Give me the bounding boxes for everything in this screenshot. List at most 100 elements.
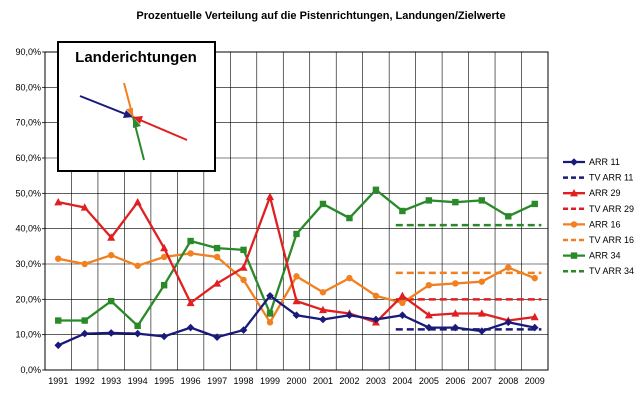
- data-point: [107, 329, 115, 337]
- x-tick-label: 2002: [339, 376, 359, 386]
- y-tick-label: 50,0%: [15, 188, 41, 198]
- data-point: [398, 311, 407, 320]
- x-tick-label: 2001: [313, 376, 333, 386]
- data-point: [134, 262, 141, 269]
- data-point: [240, 276, 247, 284]
- data-point: [266, 292, 274, 300]
- data-point: [531, 274, 538, 282]
- inset-box: Landerichtungen: [57, 41, 216, 172]
- x-tick-label: 1997: [207, 376, 227, 386]
- data-point: [346, 274, 353, 282]
- data-point: [266, 310, 274, 317]
- legend: ARR 11 TV ARR 11 ARR 29 TV ARR 29 ARR 16 TV A…: [563, 157, 634, 276]
- data-point: [570, 221, 578, 228]
- legend-label: TV ARR 34: [589, 266, 634, 276]
- x-tick-label: 2006: [445, 376, 465, 386]
- legend-label: TV ARR 29: [589, 204, 634, 214]
- data-point: [372, 315, 380, 324]
- data-point: [133, 197, 142, 206]
- data-point: [530, 312, 539, 321]
- data-point: [54, 197, 63, 206]
- data-point: [266, 319, 274, 326]
- data-point: [80, 203, 89, 211]
- data-point: [425, 197, 433, 204]
- data-point: [187, 250, 194, 257]
- legend-label: TV ARR 16: [589, 235, 634, 245]
- data-point: [318, 305, 327, 314]
- x-tick-label: 2008: [498, 376, 518, 386]
- legend-label: ARR 34: [589, 251, 621, 261]
- data-point: [160, 243, 169, 252]
- x-tick-label: 2004: [392, 376, 412, 386]
- x-tick-label: 2000: [286, 376, 306, 386]
- data-point: [425, 282, 433, 289]
- data-point: [107, 297, 115, 305]
- data-point: [213, 279, 222, 287]
- y-tick-label: 80,0%: [15, 82, 41, 92]
- data-point: [107, 251, 115, 259]
- data-point: [570, 189, 578, 197]
- data-point: [319, 200, 327, 208]
- data-point: [452, 198, 459, 206]
- data-point: [531, 200, 538, 208]
- data-point: [239, 326, 248, 334]
- data-point: [424, 311, 433, 319]
- data-point: [293, 273, 300, 280]
- legend-label: ARR 29: [589, 188, 621, 198]
- data-point: [266, 192, 275, 201]
- legend-label: TV ARR 11: [589, 173, 633, 183]
- data-point: [505, 264, 512, 271]
- data-point: [55, 317, 62, 324]
- y-tick-label: 70,0%: [15, 118, 41, 128]
- series-lines: [54, 186, 539, 350]
- data-point: [319, 289, 327, 296]
- inset-title: Landerichtungen: [75, 49, 197, 66]
- data-point: [372, 186, 380, 193]
- x-tick-label: 1994: [128, 376, 148, 386]
- data-point: [292, 311, 301, 320]
- data-point: [505, 213, 512, 220]
- landing-direction-arrows-icon: [79, 82, 188, 161]
- data-point: [213, 244, 221, 252]
- data-point: [346, 214, 353, 222]
- y-axis-ticks: 0,0% 10,0% 20,0% 30,0% 40,0% 50,0% 60,0% 70,0% 8…: [15, 47, 45, 375]
- y-tick-label: 0,0%: [20, 365, 41, 375]
- data-point: [570, 158, 578, 166]
- data-point: [398, 291, 407, 299]
- y-tick-label: 10,0%: [15, 330, 41, 340]
- data-point: [240, 246, 247, 254]
- data-point: [504, 318, 513, 327]
- data-point: [186, 298, 195, 307]
- data-point: [80, 329, 89, 338]
- data-point: [213, 333, 221, 341]
- data-point: [451, 309, 460, 317]
- x-tick-label: 2005: [419, 376, 439, 386]
- x-axis-ticks: 1991 1992 1993 1994 1995 1996 1997 1998 1999 2000…: [48, 376, 545, 386]
- legend-label: ARR 16: [589, 219, 621, 229]
- data-point: [399, 299, 406, 307]
- data-point: [345, 311, 354, 320]
- data-point: [239, 263, 248, 271]
- data-point: [530, 323, 539, 332]
- y-tick-label: 90,0%: [15, 47, 41, 57]
- data-point: [134, 322, 141, 330]
- data-point: [478, 327, 486, 335]
- y-tick-label: 40,0%: [15, 224, 41, 234]
- x-tick-label: 1993: [101, 376, 121, 386]
- data-point: [55, 255, 62, 262]
- data-point: [399, 207, 406, 215]
- y-tick-label: 20,0%: [15, 294, 41, 304]
- data-point: [425, 323, 433, 332]
- data-point: [81, 317, 88, 324]
- data-point: [81, 260, 88, 268]
- data-point: [478, 197, 486, 204]
- x-tick-label: 2009: [525, 376, 545, 386]
- data-point: [478, 278, 486, 285]
- x-tick-label: 1998: [234, 376, 254, 386]
- data-point: [186, 323, 195, 332]
- data-point: [160, 253, 168, 261]
- x-tick-label: 2007: [472, 376, 492, 386]
- data-point: [107, 233, 116, 241]
- legend-label: ARR 11: [589, 157, 620, 167]
- data-point: [319, 315, 327, 324]
